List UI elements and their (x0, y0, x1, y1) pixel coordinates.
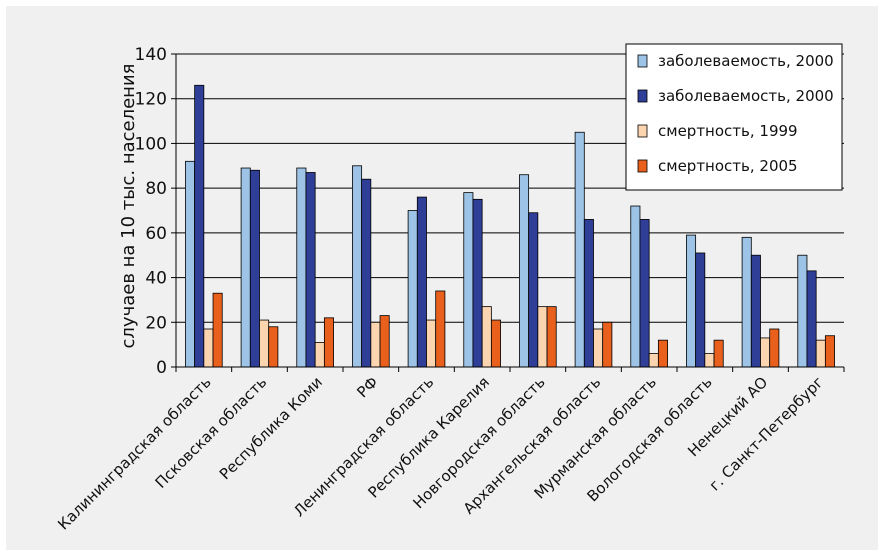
y-tick-label: 120 (135, 90, 167, 110)
bar-series-2 (528, 212, 539, 368)
bar-series-3 (203, 328, 214, 368)
bar-series-2 (695, 252, 706, 368)
bar-series-3 (704, 353, 715, 368)
bar-series-2 (583, 219, 594, 368)
bar-series-1 (240, 167, 251, 368)
legend-swatch (637, 124, 648, 138)
bar-series-3 (259, 319, 270, 368)
bar-series-4 (824, 335, 835, 368)
bars (185, 84, 835, 368)
bar-series-4 (435, 290, 446, 368)
x-category-label: г. Санкт-Петербург (706, 373, 827, 494)
y-axis-label: случаев на 10 тыс. населения (118, 64, 139, 349)
bar-series-3 (593, 328, 604, 368)
y-tick-label: 60 (145, 224, 167, 244)
bar-series-1 (407, 210, 418, 368)
bar-series-4 (490, 319, 501, 368)
bar-series-2 (305, 172, 316, 368)
bar-series-2 (639, 219, 650, 368)
bar-series-2 (361, 178, 372, 368)
bar-series-2 (194, 84, 205, 368)
bar-series-4 (769, 328, 780, 368)
gridlines (176, 53, 844, 323)
y-tick-label: 140 (135, 45, 167, 65)
bar-series-4 (657, 339, 668, 368)
bar-series-1 (686, 234, 697, 368)
y-tick-label: 20 (145, 313, 167, 333)
bar-series-4 (323, 317, 334, 368)
legend-swatch (637, 54, 648, 68)
y-tick-label: 0 (156, 358, 167, 378)
bar-series-2 (750, 254, 761, 368)
bar-series-1 (296, 167, 307, 368)
bar-series-2 (472, 198, 483, 368)
y-tick-label: 100 (135, 134, 167, 154)
bar-series-1 (352, 165, 363, 368)
x-category-label: РФ (353, 373, 381, 401)
bar-series-3 (760, 337, 771, 368)
bar-series-3 (815, 339, 826, 368)
legend-label: смертность, 2005 (658, 157, 798, 175)
bar-series-4 (546, 306, 557, 368)
chart-panel: 0 20 40 60 80 100 120 140 Калининградская област… (6, 6, 878, 550)
legend: заболеваемость, 2000 заболеваемость, 2000… (625, 43, 843, 191)
legend-swatch (637, 159, 648, 173)
bar-series-3 (314, 342, 325, 368)
bar-series-1 (797, 254, 808, 368)
bar-series-1 (185, 160, 196, 368)
bar-series-2 (416, 196, 427, 368)
bar-series-2 (249, 169, 260, 368)
bar-series-4 (268, 326, 279, 368)
legend-label: заболеваемость, 2000 (658, 52, 834, 70)
bar-series-3 (648, 353, 659, 368)
bar-series-3 (481, 306, 492, 368)
bar-series-4 (212, 292, 223, 368)
legend-label: смертность, 1999 (658, 122, 798, 140)
bar-series-3 (370, 321, 381, 368)
legend-box (625, 43, 843, 191)
bar-series-4 (713, 339, 724, 368)
bar-series-1 (574, 131, 585, 368)
bar-series-3 (537, 306, 548, 368)
legend-swatch (637, 89, 648, 103)
bar-series-4 (379, 315, 390, 368)
bar-series-1 (741, 236, 752, 368)
bar-series-1 (519, 174, 530, 368)
y-tick-label: 80 (145, 179, 167, 199)
bar-series-2 (806, 270, 817, 368)
bar-series-4 (602, 321, 613, 368)
legend-label: заболеваемость, 2000 (658, 87, 834, 105)
bar-series-1 (630, 205, 641, 368)
bar-series-3 (426, 319, 437, 368)
x-category-label: Республика Коми (216, 373, 326, 483)
bar-series-1 (463, 192, 474, 368)
y-tick-label: 40 (145, 269, 167, 289)
